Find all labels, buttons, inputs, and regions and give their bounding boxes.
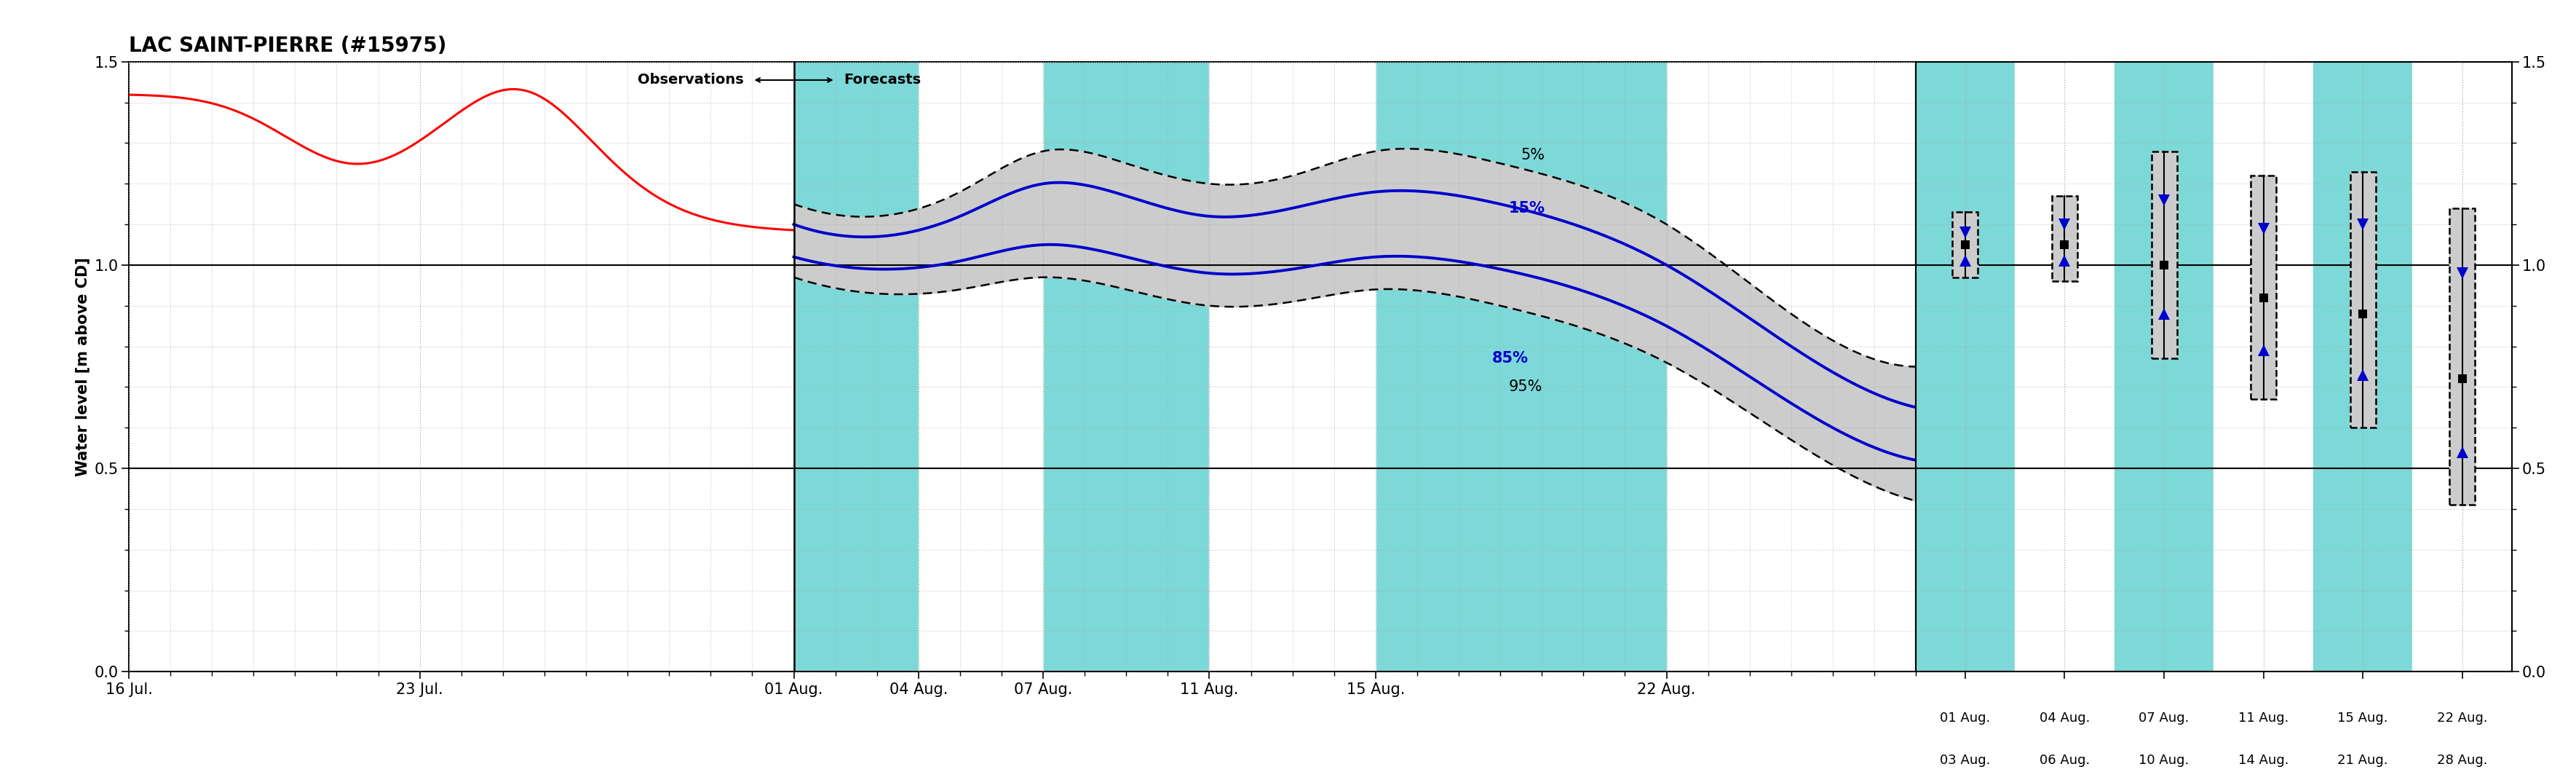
Text: 15%: 15% xyxy=(1510,201,1546,215)
Bar xyxy=(2349,171,2375,428)
Bar xyxy=(2115,62,2213,672)
Text: 11 Aug.: 11 Aug. xyxy=(2239,711,2287,724)
Bar xyxy=(2213,62,2313,672)
Text: 28 Aug.: 28 Aug. xyxy=(2437,754,2488,767)
Text: Observations: Observations xyxy=(639,73,744,87)
Text: 85%: 85% xyxy=(1492,351,1528,366)
Text: 22 Aug.: 22 Aug. xyxy=(2437,711,2488,724)
Bar xyxy=(1953,212,1978,277)
Bar xyxy=(129,62,793,672)
Bar xyxy=(920,62,1043,672)
Bar xyxy=(2313,62,2414,672)
Text: 06 Aug.: 06 Aug. xyxy=(2040,754,2089,767)
Bar xyxy=(1208,62,1376,672)
Bar xyxy=(2251,175,2277,399)
Text: 10 Aug.: 10 Aug. xyxy=(2138,754,2190,767)
Text: 14 Aug.: 14 Aug. xyxy=(2239,754,2287,767)
Text: 07 Aug.: 07 Aug. xyxy=(2138,711,2190,724)
Bar xyxy=(1917,62,2014,672)
Text: 21 Aug.: 21 Aug. xyxy=(2336,754,2388,767)
Bar xyxy=(793,62,1917,672)
Bar xyxy=(2414,62,2512,672)
Y-axis label: Water level [m above CD]: Water level [m above CD] xyxy=(75,257,90,476)
Text: 15 Aug.: 15 Aug. xyxy=(2336,711,2388,724)
Text: LAC SAINT-PIERRE (#15975): LAC SAINT-PIERRE (#15975) xyxy=(129,36,446,56)
Bar xyxy=(1667,62,1917,672)
Bar xyxy=(2151,151,2177,358)
Text: 04 Aug.: 04 Aug. xyxy=(2040,711,2089,724)
Text: 01 Aug.: 01 Aug. xyxy=(1940,711,1991,724)
Bar xyxy=(2450,208,2476,505)
Bar xyxy=(2014,62,2115,672)
Text: Forecasts: Forecasts xyxy=(845,73,920,87)
Text: 95%: 95% xyxy=(1510,380,1543,394)
Bar xyxy=(2053,196,2076,281)
Text: 03 Aug.: 03 Aug. xyxy=(1940,754,1991,767)
Text: 5%: 5% xyxy=(1520,148,1546,163)
